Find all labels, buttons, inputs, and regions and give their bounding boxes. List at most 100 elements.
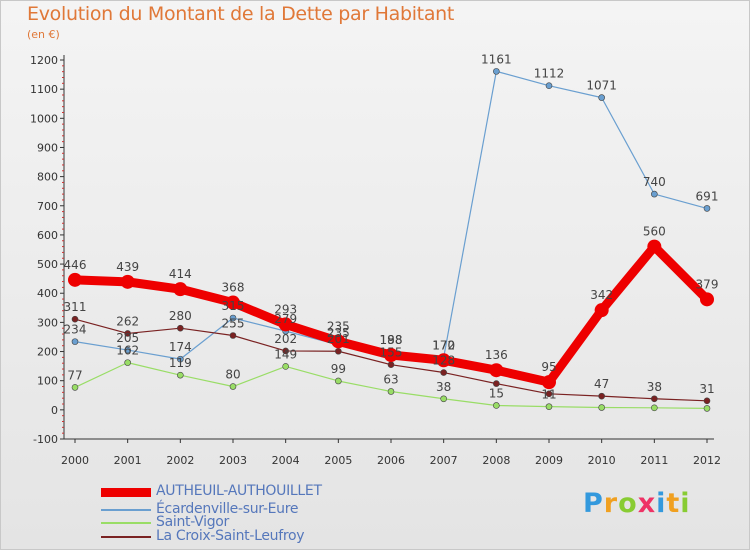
data-label--cardenville-sur-eure: 1112 (534, 67, 565, 81)
data-point-la-croix-saint-leufroy (387, 361, 395, 368)
data-label-autheuil-authouillet: 379 (696, 277, 719, 291)
legend-swatch-autheuil (101, 488, 151, 497)
data-point-la-croix-saint-leufroy (335, 347, 342, 355)
data-point-saint-vigor (545, 403, 553, 410)
chart-subtitle: (en €) (27, 28, 60, 41)
data-label-saint-vigor: 162 (116, 344, 139, 358)
data-point-saint-vigor (335, 377, 342, 385)
data-point--cardenville-sur-eure (124, 346, 131, 354)
data-point-saint-vigor (598, 404, 605, 411)
data-point-saint-vigor (177, 371, 184, 379)
x-tick-label: 2008 (482, 454, 510, 467)
x-tick-label: 2005 (324, 454, 352, 467)
data-label-saint-vigor: 99 (331, 362, 346, 376)
legend-label-autheuil: AUTHEUIL-AUTHOUILLET (156, 483, 322, 499)
data-labels: 234 205 174 315 279 235 198 172 1161 1112 1071 740 6… (64, 52, 719, 401)
logo-letter: i (656, 488, 667, 519)
data-point-autheuil-authouillet (436, 353, 451, 368)
data-point-autheuil-authouillet (226, 295, 240, 310)
data-label--cardenville-sur-eure: 1161 (481, 52, 512, 66)
data-point-saint-vigor (440, 395, 447, 403)
x-tick-label: 2011 (640, 454, 668, 467)
data-point--cardenville-sur-eure (229, 314, 237, 322)
data-point-autheuil-authouillet (384, 348, 398, 363)
data-label-autheuil-authouillet: 235 (327, 319, 350, 333)
logo-letter: o (618, 488, 638, 519)
data-label-la-croix-saint-leufroy: 201 (327, 332, 350, 346)
data-label-saint-vigor: 119 (169, 356, 192, 370)
y-tick-label: 0 (51, 404, 58, 417)
y-tick-label: 500 (37, 258, 58, 271)
data-label--cardenville-sur-eure: 174 (169, 340, 192, 354)
data-label-saint-vigor: 77 (67, 368, 82, 382)
y-tick-label: 1100 (30, 83, 58, 96)
y-tick-label: 1000 (30, 112, 58, 125)
data-label-la-croix-saint-leufroy: 255 (222, 317, 245, 331)
data-label-autheuil-authouillet: 342 (590, 288, 613, 302)
x-tick-label: 2007 (430, 454, 458, 467)
data-label-la-croix-saint-leufroy: 155 (380, 346, 403, 360)
data-point-autheuil-authouillet (700, 292, 714, 307)
proxiti-logo: Proxiti (583, 488, 691, 519)
data-label-la-croix-saint-leufroy: 47 (594, 377, 609, 391)
data-point--cardenville-sur-eure (493, 68, 500, 75)
data-point-autheuil-authouillet (542, 375, 556, 390)
data-point-la-croix-saint-leufroy (282, 347, 289, 355)
y-tick-label: 200 (37, 346, 58, 359)
data-label--cardenville-sur-eure: 235 (327, 326, 350, 340)
data-label-autheuil-authouillet: 170 (432, 338, 455, 352)
data-point-saint-vigor (229, 383, 237, 390)
x-tick-label: 2001 (114, 454, 142, 467)
data-label-saint-vigor: 149 (274, 347, 297, 361)
x-tick-label: 2000 (61, 454, 89, 467)
data-point--cardenville-sur-eure (703, 205, 711, 212)
data-label-autheuil-authouillet: 293 (274, 302, 297, 316)
data-point-saint-vigor (651, 404, 658, 412)
data-label-saint-vigor: 38 (436, 380, 451, 394)
data-point--cardenville-sur-eure (545, 82, 553, 89)
logo-letter: i (680, 488, 691, 519)
data-label-autheuil-authouillet: 439 (116, 260, 139, 274)
data-point-autheuil-authouillet (489, 363, 504, 378)
data-label-autheuil-authouillet: 414 (169, 267, 192, 281)
data-point-autheuil-authouillet (173, 282, 188, 297)
data-label-la-croix-saint-leufroy: 311 (64, 300, 87, 314)
y-tick-label: 100 (37, 375, 58, 388)
data-label--cardenville-sur-eure: 1071 (586, 79, 617, 93)
x-tick-label: 2003 (219, 454, 247, 467)
logo-letter: x (637, 488, 657, 519)
x-tick-label: 2010 (588, 454, 616, 467)
data-point-saint-vigor (71, 384, 79, 391)
data-label-saint-vigor: 63 (383, 372, 398, 386)
data-point-autheuil-authouillet (331, 334, 346, 349)
x-tick-label: 2006 (377, 454, 405, 467)
data-point-saint-vigor (282, 363, 289, 370)
data-point--cardenville-sur-eure (177, 355, 184, 363)
logo-letter: r (603, 488, 619, 519)
logo-letter: t (666, 488, 681, 519)
legend-swatch-la-croix (101, 536, 151, 538)
data-point--cardenville-sur-eure (71, 338, 79, 345)
y-tick-label: 600 (37, 229, 58, 242)
data-label-la-croix-saint-leufroy: 128 (432, 354, 455, 368)
data-point-la-croix-saint-leufroy (493, 380, 500, 387)
data-label--cardenville-sur-eure: 205 (116, 331, 139, 345)
data-label-la-croix-saint-leufroy: 38 (647, 380, 662, 394)
legend-swatch-saint-vigor (101, 522, 151, 524)
data-point-la-croix-saint-leufroy (177, 324, 184, 332)
y-tick-label: 1200 (30, 54, 58, 67)
y-tick-label: 900 (37, 141, 58, 154)
data-label--cardenville-sur-eure: 315 (222, 299, 245, 313)
data-point--cardenville-sur-eure (651, 190, 658, 198)
data-point-saint-vigor (387, 388, 395, 395)
data-label-saint-vigor: 15 (489, 386, 504, 400)
data-label--cardenville-sur-eure: 234 (64, 323, 87, 337)
x-tick-label: 2002 (166, 454, 194, 467)
y-tick-label: 800 (37, 171, 58, 184)
data-label-autheuil-authouillet: 560 (643, 225, 666, 239)
data-label--cardenville-sur-eure: 691 (696, 189, 719, 203)
data-point-la-croix-saint-leufroy (545, 390, 553, 398)
data-label-saint-vigor: 11 (541, 388, 556, 402)
data-point-la-croix-saint-leufroy (651, 395, 658, 403)
data-point-autheuil-authouillet (278, 317, 293, 332)
